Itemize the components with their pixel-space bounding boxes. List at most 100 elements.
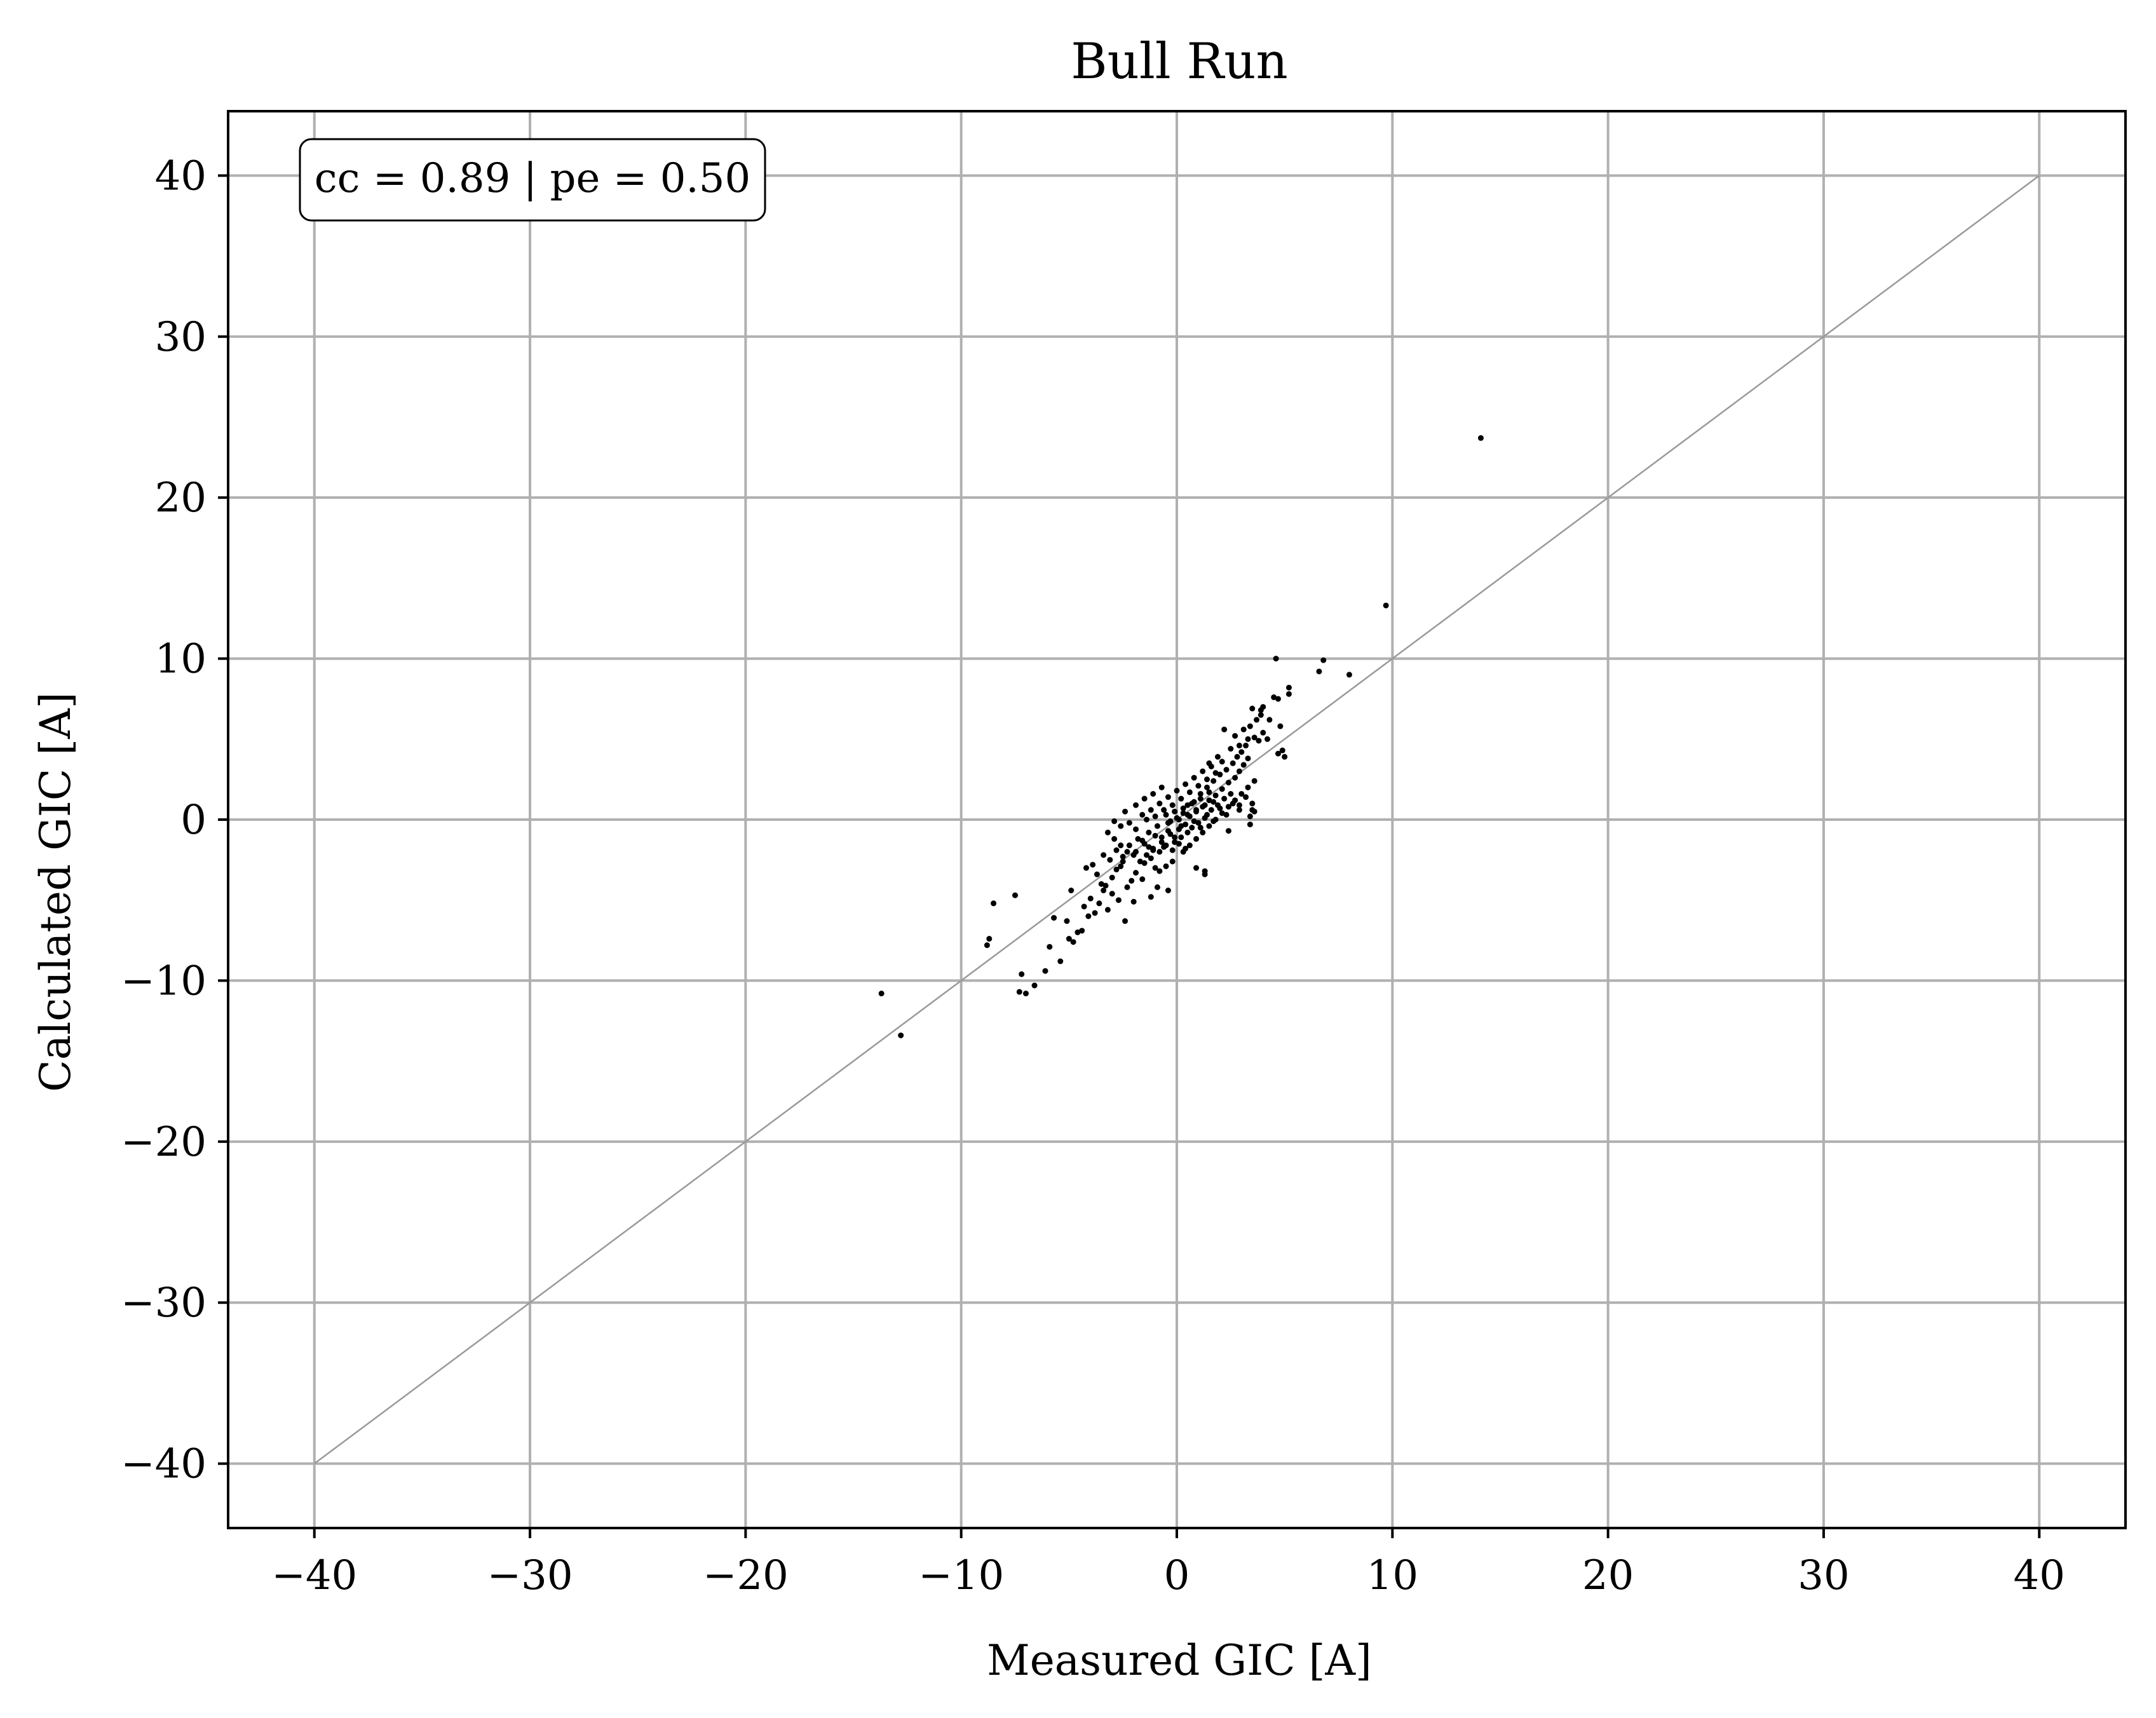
scatter-point [1247, 813, 1253, 820]
scatter-point [1176, 816, 1182, 823]
scatter-point [1016, 989, 1022, 995]
x-tick-label: 10 [1367, 1552, 1418, 1599]
scatter-point [1148, 894, 1154, 900]
scatter-point [1104, 829, 1111, 835]
scatter-point [1152, 813, 1158, 820]
scatter-point [1120, 858, 1126, 865]
scatter-point [1243, 794, 1249, 801]
scatter-point [1068, 888, 1075, 893]
scatter-point [1245, 755, 1251, 762]
scatter-point [1249, 801, 1256, 807]
scatter-point [1210, 778, 1217, 784]
scatter-point [1092, 910, 1098, 916]
x-axis-label: Measured GIC [A] [987, 1636, 1372, 1685]
scatter-point [1197, 795, 1203, 802]
scatter-point [1019, 971, 1025, 977]
scatter-point [1285, 684, 1292, 691]
scatter-point [1143, 852, 1149, 858]
scatter-point [1247, 723, 1253, 729]
y-tick-label: 40 [155, 152, 207, 200]
scatter-point [1124, 849, 1130, 855]
scatter-point [1193, 835, 1200, 842]
scatter-point [1022, 991, 1029, 997]
scatter-point [1070, 939, 1076, 945]
scatter-point [1090, 862, 1096, 868]
scatter-point [1102, 883, 1109, 889]
scatter-point [1158, 839, 1165, 845]
scatter-point [1172, 808, 1178, 815]
scatter-point [1193, 865, 1200, 871]
scatter-point [1158, 784, 1165, 790]
chart-title: Bull Run [1071, 33, 1287, 90]
scatter-point [1258, 712, 1264, 718]
scatter-point [1051, 915, 1057, 921]
scatter-point [1066, 936, 1072, 942]
scatter-point [1178, 795, 1184, 802]
scatter-point [1236, 807, 1242, 813]
scatter-point [1206, 789, 1212, 795]
scatter-point [1042, 968, 1048, 974]
scatter-point [1150, 846, 1156, 852]
scatter-point [1135, 835, 1141, 842]
x-tick-label: 20 [1582, 1552, 1634, 1599]
scatter-point [1141, 795, 1148, 802]
scatter-point [1180, 810, 1186, 816]
x-tick-label: −40 [271, 1552, 357, 1599]
scatter-point [1163, 811, 1169, 818]
scatter-point [1238, 749, 1245, 755]
scatter-point [1258, 707, 1264, 714]
x-tick-label: 0 [1164, 1552, 1190, 1599]
scatter-point [1264, 736, 1271, 742]
scatter-point [1126, 842, 1132, 849]
scatter-point [1139, 876, 1146, 883]
scatter-point [1115, 897, 1122, 903]
scatter-point [1122, 808, 1129, 815]
scatter-point [1191, 818, 1197, 825]
scatter-point [1230, 760, 1236, 766]
scatter-point [1245, 736, 1251, 742]
scatter-point [1191, 774, 1197, 781]
scatter-point [1172, 834, 1178, 841]
x-tick-label: 30 [1798, 1552, 1849, 1599]
scatter-point [1219, 810, 1225, 816]
scatter-point [1236, 802, 1242, 808]
scatter-point [1197, 790, 1203, 797]
scatter-point [1137, 858, 1143, 865]
scatter-point [1204, 784, 1210, 790]
scatter-point [1197, 825, 1203, 831]
scatter-point [1129, 877, 1135, 884]
scatter-point [1176, 841, 1182, 847]
scatter-point [1277, 723, 1284, 729]
scatter-point [1249, 705, 1256, 712]
scatter-point [1141, 860, 1148, 866]
scatter-point [1178, 834, 1184, 841]
scatter-point [1085, 913, 1092, 919]
annotation-border [299, 138, 766, 222]
scatter-point [1214, 754, 1221, 760]
scatter-point [1096, 900, 1102, 907]
scatter-point [1109, 874, 1115, 881]
scatter-point [1169, 802, 1176, 808]
scatter-point [1223, 766, 1230, 773]
scatter-point [1232, 774, 1238, 781]
scatter-point [1210, 799, 1217, 805]
scatter-point [1316, 668, 1322, 675]
scatter-point [1161, 807, 1167, 813]
scatter-point [1184, 802, 1191, 808]
y-tick-label: 0 [180, 797, 207, 844]
scatter-point [1130, 898, 1137, 905]
scatter-point [1169, 858, 1176, 865]
scatter-point [1251, 734, 1258, 741]
scatter-point [1107, 856, 1113, 863]
scatter-point [1260, 729, 1266, 736]
x-axis-ticks: −40 −30 −20 −10 0 10 20 30 40 [271, 1528, 2065, 1599]
scatter-point [1247, 822, 1253, 828]
scatter-point [1225, 780, 1231, 786]
scatter-point [1202, 802, 1208, 808]
scatter-point [1186, 842, 1193, 849]
scatter-point [1279, 747, 1285, 754]
scatter-point [1104, 907, 1111, 913]
scatter-point [898, 1032, 904, 1039]
